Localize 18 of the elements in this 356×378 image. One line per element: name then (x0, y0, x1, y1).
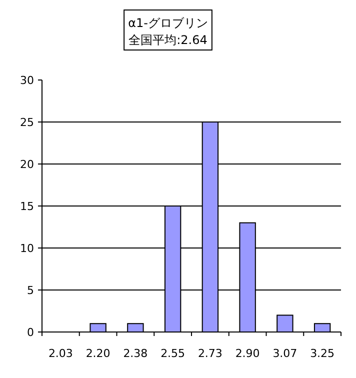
x-tick-label: 2.55 (160, 347, 186, 360)
y-tick-label: 25 (20, 116, 34, 129)
x-tick-label: 2.38 (123, 347, 148, 360)
y-tick-label: 5 (27, 284, 34, 297)
x-tick-label: 3.07 (272, 347, 298, 360)
y-tick-label: 15 (20, 200, 34, 213)
x-tick-label: 3.25 (310, 347, 335, 360)
x-tick-label: 2.90 (235, 347, 260, 360)
y-tick-label: 0 (27, 326, 34, 339)
chart-title: α1-グロブリン (128, 16, 208, 30)
y-tick-label: 10 (20, 242, 34, 255)
y-tick-label: 20 (20, 158, 34, 171)
title-box: α1-グロブリン 全国平均:2.64 (124, 10, 212, 50)
chart-subtitle: 全国平均:2.64 (128, 33, 208, 47)
x-tick-label: 2.73 (198, 347, 222, 360)
y-tick-label: 30 (20, 74, 34, 87)
x-tick-label: 2.03 (48, 347, 73, 360)
x-tick-label: 2.20 (86, 347, 110, 360)
